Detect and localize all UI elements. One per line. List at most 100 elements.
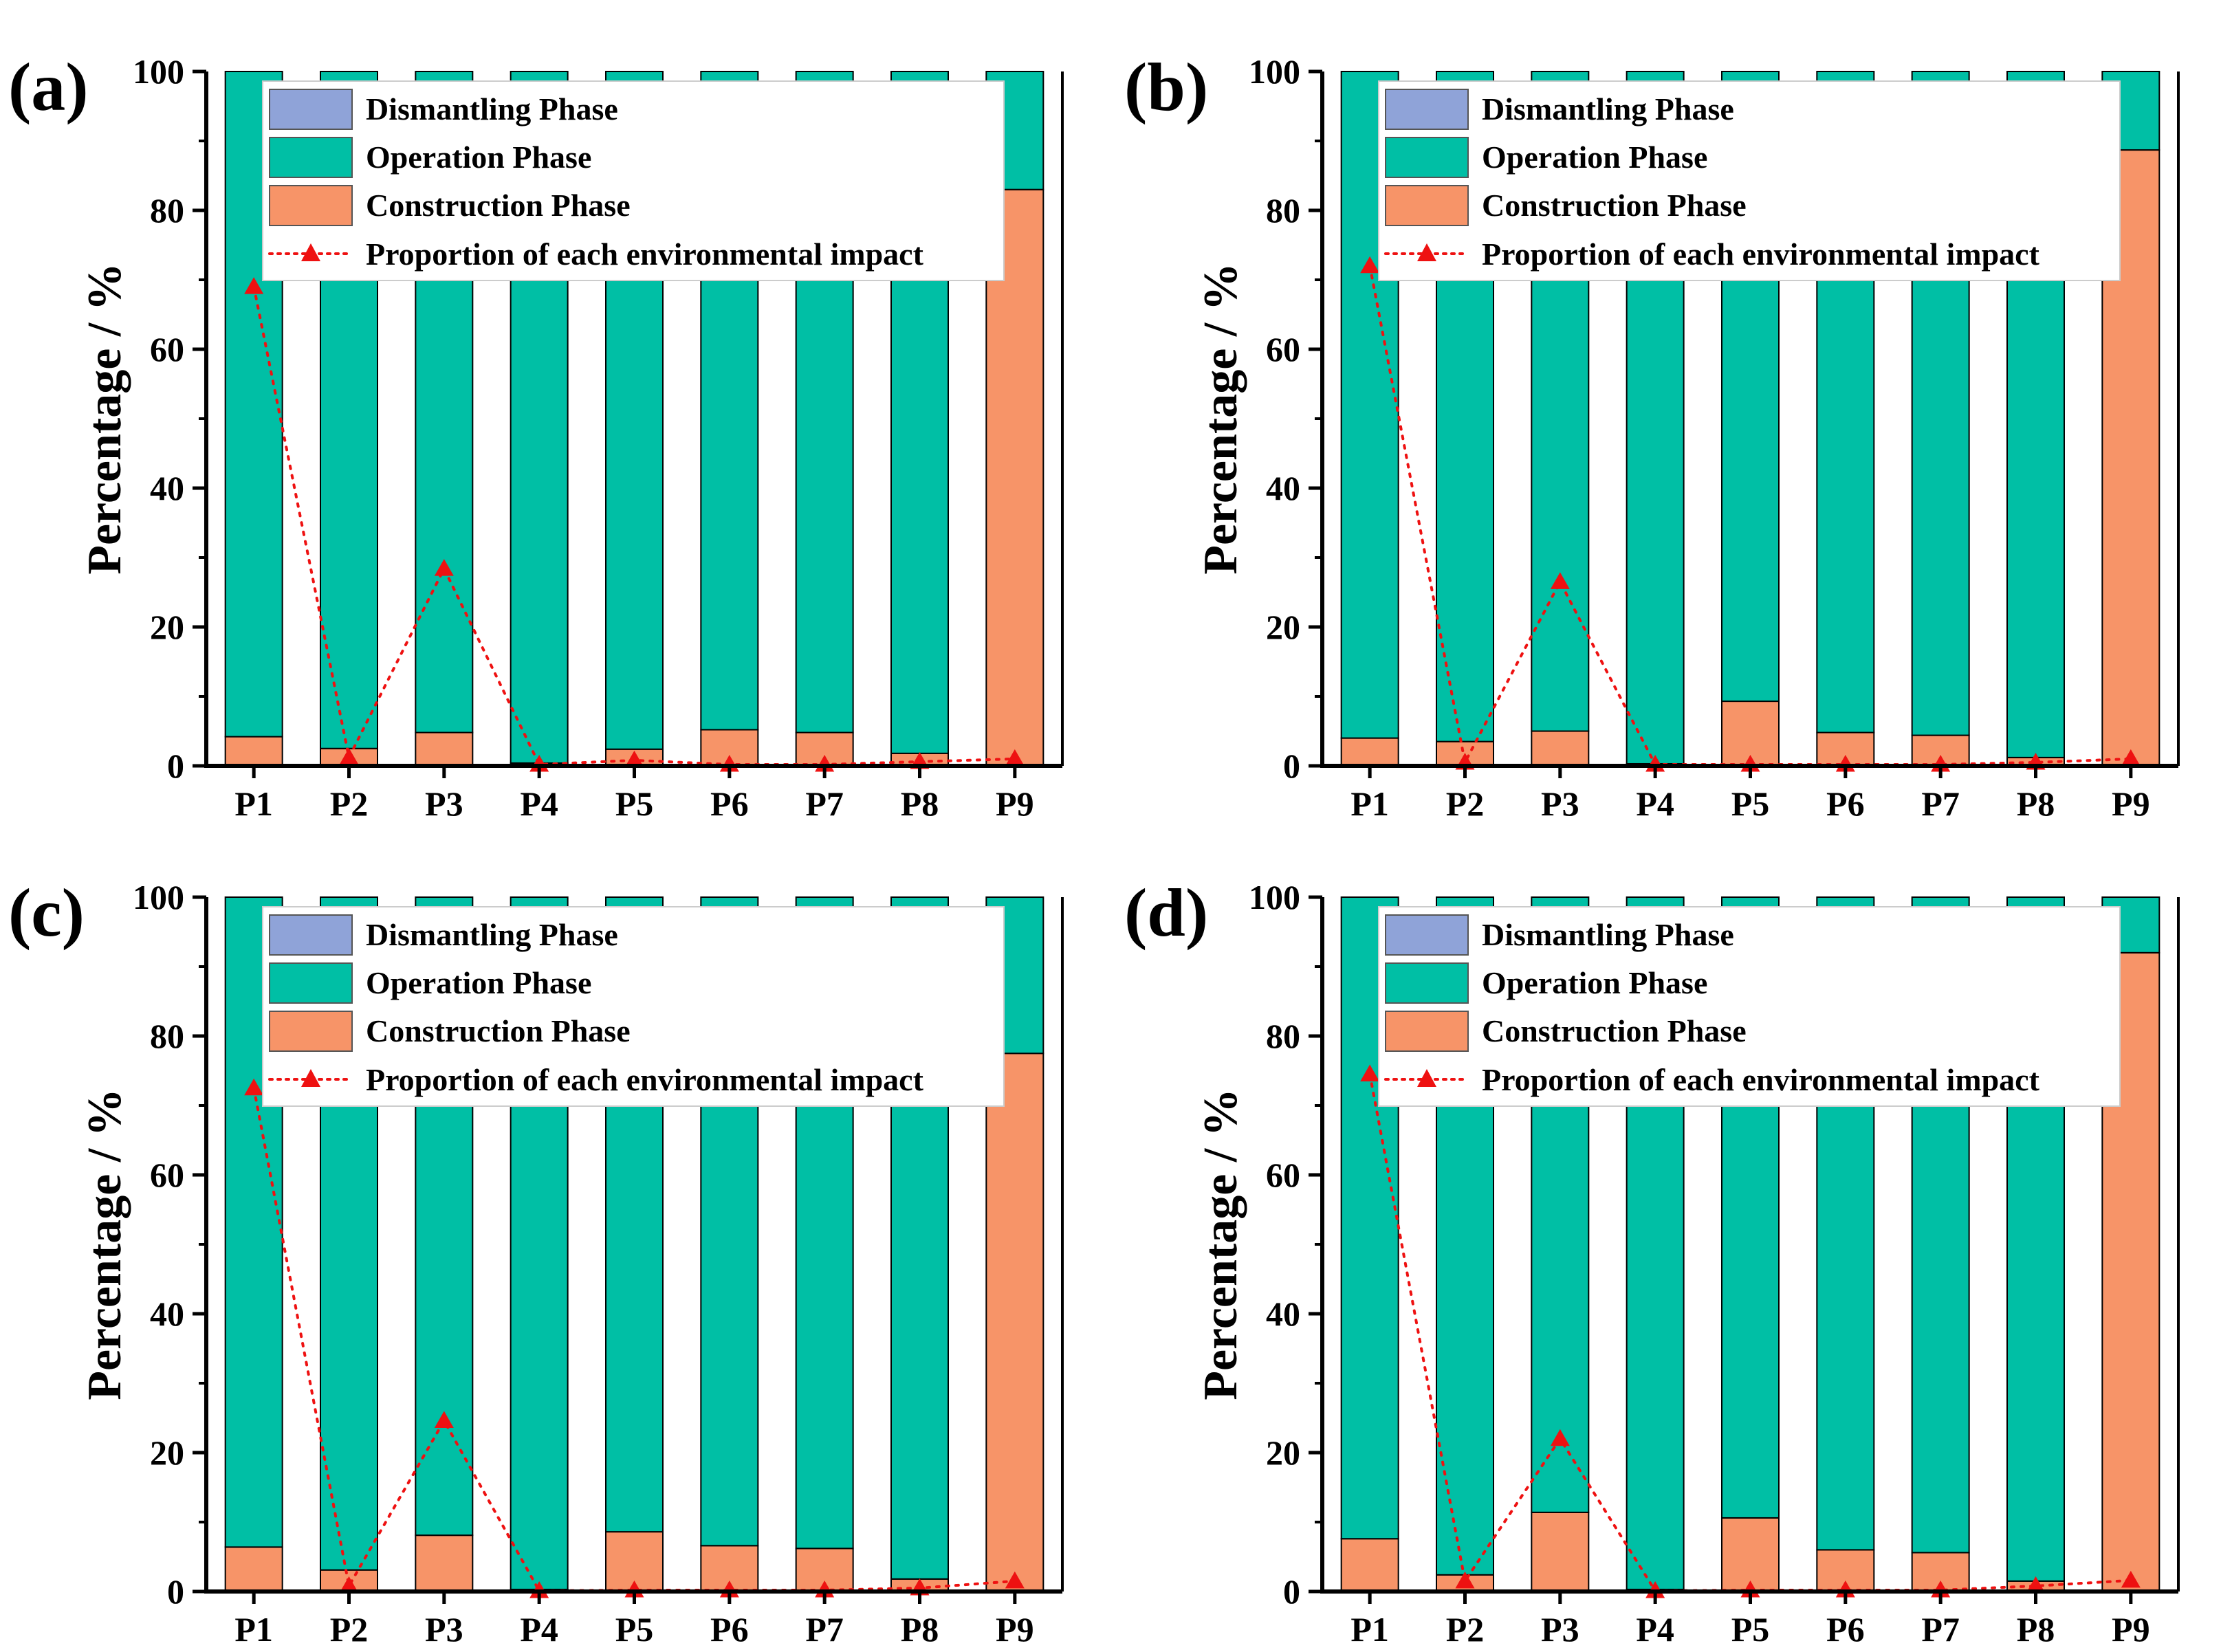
x-tick-label-p9: P9 (2112, 1610, 2150, 1649)
bar-construction-p3 (415, 731, 474, 767)
proportion-line (252, 1086, 1016, 1592)
x-tick-label-p5: P5 (615, 784, 654, 823)
x-tick-label-p7: P7 (805, 784, 844, 823)
proportion-marker-p2 (339, 1576, 359, 1594)
y-tick-label-100: 100 (133, 878, 184, 916)
y-tick-label-80: 80 (1266, 191, 1300, 230)
panel-label-b: (b) (1124, 49, 1208, 125)
legend-label-operation: Operation Phase (1482, 965, 1707, 1000)
x-tick-label-p8: P8 (901, 784, 939, 823)
legend-label-operation: Operation Phase (1482, 140, 1707, 175)
x-tick-label-p3: P3 (1541, 1610, 1579, 1649)
bar-construction-p1 (1340, 737, 1399, 767)
y-tick-label-0: 0 (167, 747, 184, 785)
legend-swatch-operation (269, 137, 353, 178)
proportion-marker-p9 (2121, 1570, 2141, 1588)
legend-box (1378, 80, 2121, 281)
legend-box (262, 906, 1005, 1107)
x-tick-label-p1: P1 (1350, 1610, 1389, 1649)
proportion-marker-p1 (1360, 1064, 1380, 1082)
legend-swatch-dismantling (1385, 89, 1469, 130)
y-tick-label-60: 60 (1266, 1156, 1300, 1194)
x-tick-label-p5: P5 (1731, 784, 1770, 823)
x-tick-label-p5: P5 (615, 1610, 654, 1649)
legend-swatch-proportion-marker (1417, 1069, 1436, 1087)
x-tick-label-p8: P8 (2017, 784, 2055, 823)
panel-label-d: (d) (1124, 874, 1208, 951)
x-tick-label-p4: P4 (520, 1610, 558, 1649)
proportion-marker-p2 (1455, 1571, 1475, 1589)
y-tick-label-40: 40 (1266, 469, 1300, 507)
x-tick-label-p2: P2 (330, 1610, 369, 1649)
bar-construction-p9 (985, 188, 1044, 767)
proportion-marker-p8 (2026, 1576, 2046, 1594)
legend-label-construction: Construction Phase (1482, 1013, 1747, 1048)
legend-swatch-operation (269, 962, 353, 1004)
y-tick-label-0: 0 (1283, 747, 1300, 785)
x-tick-label-p5: P5 (1731, 1610, 1770, 1649)
legend-swatch-proportion-marker (301, 1069, 320, 1087)
x-tick-label-p7: P7 (1921, 1610, 1960, 1649)
legend-label-operation: Operation Phase (366, 965, 591, 1000)
y-axis-title: Percentage / % (78, 1088, 131, 1400)
x-tick-label-p6: P6 (1826, 1610, 1865, 1649)
proportion-marker-p1 (1360, 256, 1380, 274)
y-tick-label-80: 80 (150, 191, 184, 230)
y-tick-label-20: 20 (1266, 608, 1300, 646)
y-tick-label-0: 0 (167, 1572, 184, 1611)
legend-label-construction: Construction Phase (366, 188, 631, 223)
legend-label-construction: Construction Phase (1482, 188, 1747, 223)
legend-swatch-construction (269, 1011, 353, 1052)
x-tick-label-p8: P8 (901, 1610, 939, 1649)
y-tick-label-40: 40 (1266, 1295, 1300, 1333)
y-tick-label-0: 0 (1283, 1572, 1300, 1611)
legend-label-dismantling: Dismantling Phase (1482, 917, 1734, 952)
y-tick-label-20: 20 (1266, 1433, 1300, 1472)
x-tick-label-p7: P7 (805, 1610, 844, 1649)
proportion-marker-p5 (624, 750, 644, 768)
x-tick-label-p2: P2 (330, 784, 369, 823)
y-tick-label-20: 20 (150, 608, 184, 646)
y-tick-label-100: 100 (133, 52, 184, 91)
x-tick-label-p8: P8 (2017, 1610, 2055, 1649)
x-tick-label-p6: P6 (1826, 784, 1865, 823)
chart-panel-c: 0 20 40 60 80 100 P1 P2 P3 P4 P5 P6 P7 P8 P9 Percentage… (0, 826, 1116, 1651)
y-tick-label-20: 20 (150, 1433, 184, 1472)
panel-label-a: (a) (8, 49, 89, 125)
x-tick-label-p9: P9 (996, 784, 1034, 823)
chart-b-svg: 0 20 40 60 80 100 P1 P2 P3 P4 P5 P6 P7 P8 P9 Percentage… (1124, 49, 2180, 823)
y-axis-title: Percentage / % (1194, 1088, 1247, 1400)
legend-label-dismantling: Dismantling Phase (1482, 91, 1734, 126)
legend-swatch-dismantling (269, 914, 353, 956)
x-tick-label-p2: P2 (1446, 1610, 1485, 1649)
legend-swatch-construction (1385, 185, 1469, 226)
legend-swatch-proportion-marker (1417, 243, 1436, 261)
legend-label-proportion: Proportion of each environmental impact (1482, 1062, 2040, 1097)
legend-swatch-dismantling (1385, 914, 1469, 956)
legend-label-dismantling: Dismantling Phase (366, 91, 618, 126)
legend-box (262, 80, 1005, 281)
legend-label-proportion: Proportion of each environmental impact (366, 1062, 924, 1097)
y-tick-label-80: 80 (150, 1017, 184, 1055)
proportion-marker-p3 (434, 1411, 454, 1429)
x-tick-label-p3: P3 (1541, 784, 1579, 823)
y-tick-label-40: 40 (150, 469, 184, 507)
legend-label-proportion: Proportion of each environmental impact (366, 236, 924, 272)
x-tick-label-p4: P4 (520, 784, 558, 823)
y-tick-label-60: 60 (150, 1156, 184, 1194)
y-tick-label-100: 100 (1249, 878, 1300, 916)
proportion-marker-p2 (339, 747, 359, 765)
y-tick-label-60: 60 (150, 330, 184, 368)
proportion-marker-p9 (2121, 749, 2141, 767)
x-tick-label-p3: P3 (425, 1610, 463, 1649)
proportion-marker-p9 (1005, 749, 1025, 767)
legend-swatch-proportion-marker (301, 243, 320, 261)
legend-swatch-construction (1385, 1011, 1469, 1052)
x-tick-label-p9: P9 (2112, 784, 2150, 823)
legend-label-construction: Construction Phase (366, 1013, 631, 1048)
bar-construction-p1 (1340, 1538, 1399, 1592)
legend-label-operation: Operation Phase (366, 140, 591, 175)
x-tick-label-p6: P6 (710, 1610, 749, 1649)
legend-label-dismantling: Dismantling Phase (366, 917, 618, 952)
bar-construction-p3 (1531, 1511, 1590, 1592)
